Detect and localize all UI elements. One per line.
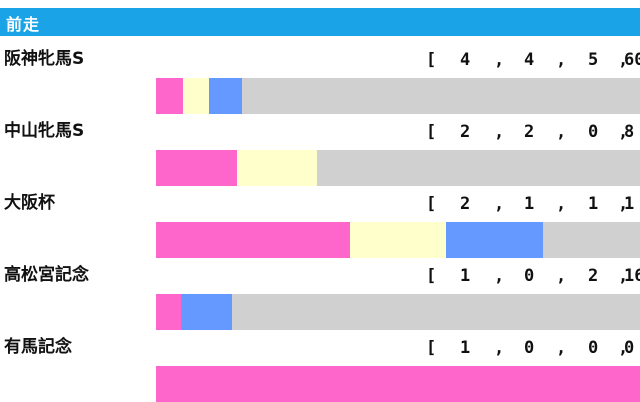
record-token: 2 bbox=[588, 266, 599, 286]
record-token: 2 bbox=[460, 194, 471, 214]
second-place-segment bbox=[236, 150, 318, 186]
record-token: [ bbox=[426, 50, 437, 70]
record-token: [ bbox=[426, 194, 437, 214]
record-token: [ bbox=[426, 338, 437, 358]
record-token: , bbox=[618, 266, 629, 286]
race-label: 阪神牝馬S bbox=[4, 49, 85, 69]
first-place-segment bbox=[156, 222, 350, 258]
record-numbers: [2, 2, 0, 8 bbox=[426, 122, 640, 146]
record-bar bbox=[156, 294, 640, 330]
record-token: , bbox=[556, 122, 567, 142]
record-bar bbox=[156, 150, 640, 186]
record-token: , bbox=[494, 50, 505, 70]
record-numbers: [4, 4, 5, 60 bbox=[426, 50, 640, 74]
record-numbers: [1, 0, 0, 0 bbox=[426, 338, 640, 362]
record-token: , bbox=[494, 194, 505, 214]
record-token: 2 bbox=[460, 122, 471, 142]
first-place-segment bbox=[156, 366, 640, 402]
record-token: 0 bbox=[524, 338, 535, 358]
record-bar bbox=[156, 366, 640, 402]
record-token: 0 bbox=[624, 338, 635, 358]
record-token: [ bbox=[426, 122, 437, 142]
race-label: 大阪杯 bbox=[4, 193, 55, 213]
record-token: , bbox=[494, 338, 505, 358]
race-label: 中山牝馬S bbox=[4, 121, 85, 141]
first-place-segment bbox=[156, 294, 182, 330]
record-token: , bbox=[618, 122, 629, 142]
section-title: 前走 bbox=[6, 15, 41, 34]
record-token: 0 bbox=[588, 122, 599, 142]
record-token: 2 bbox=[524, 122, 535, 142]
record-token: 1 bbox=[624, 194, 635, 214]
record-token: 4 bbox=[460, 50, 471, 70]
record-token: 1 bbox=[524, 194, 535, 214]
record-token: , bbox=[556, 50, 567, 70]
record-token: [ bbox=[426, 266, 437, 286]
record-token: 1 bbox=[460, 338, 471, 358]
record-token: , bbox=[556, 194, 567, 214]
record-token: , bbox=[618, 194, 629, 214]
second-place-segment bbox=[349, 222, 447, 258]
first-place-segment bbox=[156, 78, 183, 114]
record-token: 5 bbox=[588, 50, 599, 70]
record-token: 1 bbox=[460, 266, 471, 286]
second-place-segment bbox=[182, 78, 210, 114]
third-place-segment bbox=[181, 294, 233, 330]
record-token: 4 bbox=[524, 50, 535, 70]
record-bar bbox=[156, 222, 640, 258]
section-header: 前走 bbox=[0, 8, 640, 36]
record-numbers: [2, 1, 1, 1 bbox=[426, 194, 640, 218]
record-token: , bbox=[618, 338, 629, 358]
record-token: 0 bbox=[524, 266, 535, 286]
record-token: 60 bbox=[624, 50, 640, 70]
record-token: 0 bbox=[588, 338, 599, 358]
first-place-segment bbox=[156, 150, 237, 186]
record-bar bbox=[156, 78, 640, 114]
record-token: 1 bbox=[588, 194, 599, 214]
race-label: 有馬記念 bbox=[4, 337, 72, 357]
third-place-segment bbox=[209, 78, 243, 114]
race-label: 高松宮記念 bbox=[4, 265, 89, 285]
record-token: , bbox=[494, 266, 505, 286]
record-token: , bbox=[556, 338, 567, 358]
record-token: , bbox=[618, 50, 629, 70]
record-numbers: [1, 0, 2, 16 bbox=[426, 266, 640, 290]
record-token: , bbox=[556, 266, 567, 286]
record-token: 8 bbox=[624, 122, 635, 142]
record-token: 16 bbox=[624, 266, 640, 286]
record-token: , bbox=[494, 122, 505, 142]
third-place-segment bbox=[446, 222, 544, 258]
